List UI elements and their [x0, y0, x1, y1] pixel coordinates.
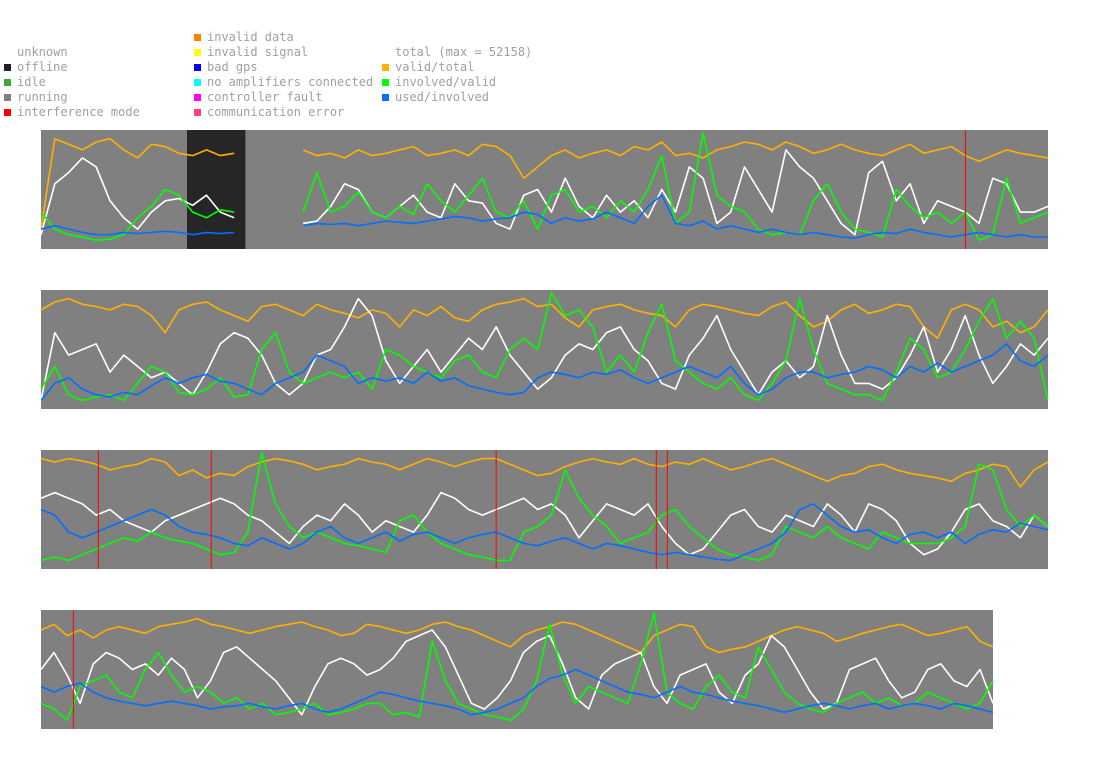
offline-range [187, 130, 246, 249]
legend-label: idle [17, 75, 46, 89]
legend-item-controller-fault: controller fault [194, 90, 323, 104]
legend-label: bad gps [207, 60, 258, 74]
panel-background [41, 290, 1048, 409]
legend-label: involved/valid [395, 75, 497, 89]
legend-item-used-involved: used/involved [382, 90, 489, 104]
legend-item-involved-valid: involved/valid [382, 75, 496, 89]
plot-panel-2 [41, 290, 1048, 409]
legend-label: invalid signal [207, 45, 309, 59]
legend-swatch-no-amplifiers [194, 78, 201, 86]
legend-item-unknown: unknown [4, 45, 68, 59]
legend-swatch-idle [4, 78, 11, 86]
series-involved-valid [41, 452, 1048, 562]
legend-swatch-invalid-data [194, 33, 201, 41]
legend-label: communication error [207, 105, 345, 119]
plot-panel-1 [41, 130, 1048, 249]
series-valid-total [41, 137, 1048, 230]
legend-item-valid-total: valid/total [382, 60, 474, 74]
legend-swatch-used-involved [382, 93, 389, 101]
series-valid-total [41, 617, 993, 654]
legend-label: running [17, 90, 68, 104]
series-valid-total [41, 457, 1048, 488]
plot-panel-3 [41, 450, 1048, 569]
plot-panel-4 [41, 610, 993, 729]
series-total [41, 491, 1048, 556]
legend-swatch-valid-total [382, 63, 389, 71]
legend-item-bad-gps: bad gps [194, 60, 258, 74]
series-total [41, 149, 1048, 236]
legend-item-offline: offline [4, 60, 68, 74]
legend-swatch-invalid-signal [194, 48, 201, 56]
series-total [41, 297, 1048, 401]
series-used-involved [41, 503, 1048, 562]
legend-label: unknown [17, 45, 68, 59]
legend-label: total (max = 52158) [395, 45, 533, 59]
legend-label: invalid data [207, 30, 294, 44]
legend-swatch-bad-gps [194, 63, 201, 71]
legend-label: interference mode [17, 105, 140, 119]
legend-swatch-interference [4, 108, 11, 116]
legend-item-no-amplifiers: no amplifiers connected [194, 75, 373, 89]
legend-item-running: running [4, 90, 68, 104]
legend-label: controller fault [207, 90, 323, 104]
legend-label: offline [17, 60, 68, 74]
legend-item-invalid-signal: invalid signal [194, 45, 308, 59]
legend-item-invalid-data: invalid data [194, 30, 294, 44]
legend-swatch-offline [4, 63, 11, 71]
legend-item-idle: idle [4, 75, 46, 89]
legend-swatch-involved-valid [382, 78, 389, 86]
legend-swatch-communication-error [194, 108, 201, 116]
legend-swatch-controller-fault [194, 93, 201, 101]
legend-swatch-running [4, 93, 11, 101]
legend-item-total: total (max = 52158) [382, 45, 532, 59]
series-valid-total [41, 297, 1048, 339]
legend-item-interference-mode: interference mode [4, 105, 140, 119]
series-used-involved [41, 668, 993, 716]
legend-item-communication-error: communication error [194, 105, 344, 119]
series-used-involved [41, 343, 1048, 401]
legend-label: no amplifiers connected [207, 75, 374, 89]
series-involved-valid [41, 292, 1048, 402]
panel-background [41, 610, 993, 729]
legend-label: used/involved [395, 90, 489, 104]
series-used-involved [41, 194, 1048, 239]
legend-label: valid/total [395, 60, 475, 74]
